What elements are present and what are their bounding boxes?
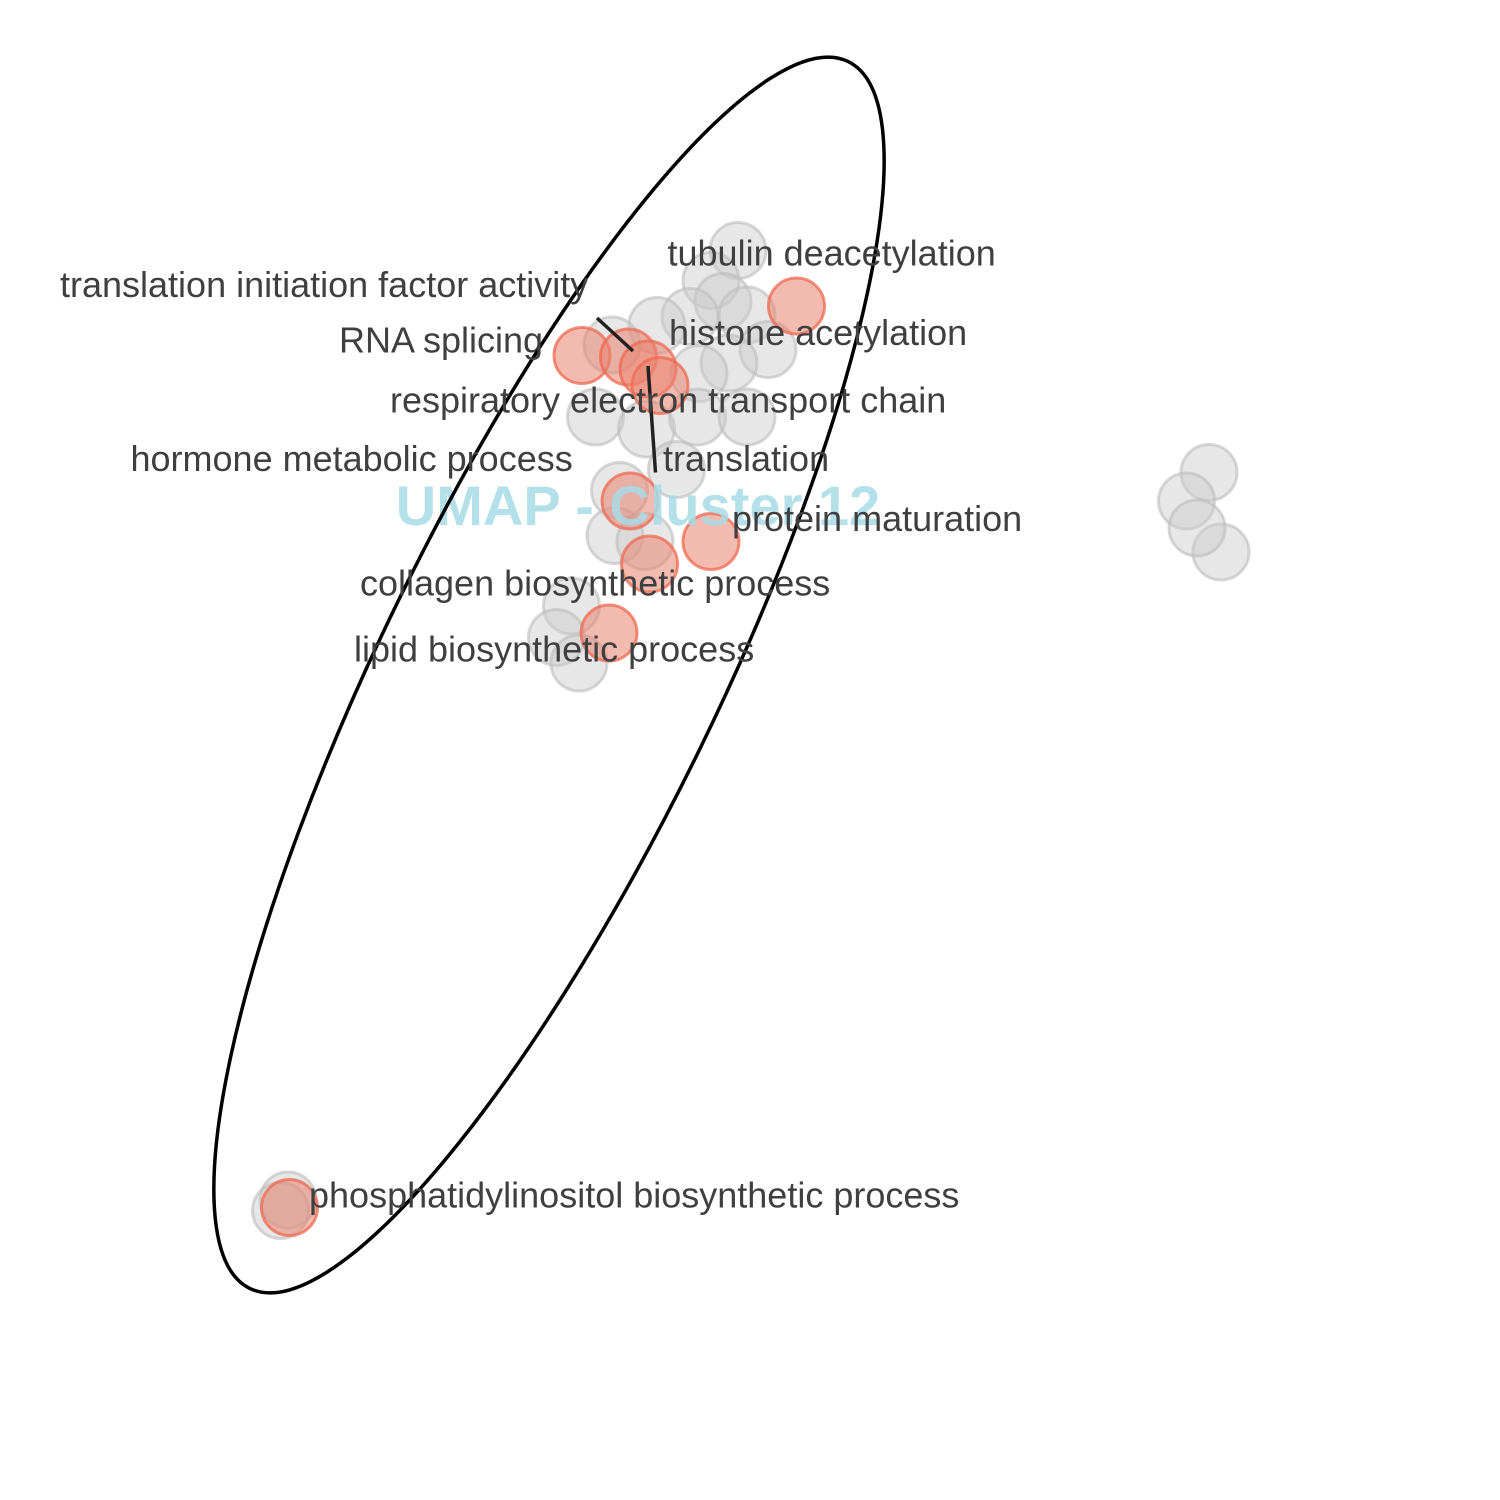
term-label-3: histone acetylation <box>669 312 967 353</box>
leader-lines <box>595 316 658 473</box>
highlighted-point-5 <box>600 471 660 531</box>
cluster-ellipse <box>212 55 886 1295</box>
background-point-10 <box>566 387 625 447</box>
background-point-23 <box>1191 522 1251 582</box>
cluster-ellipse-group <box>212 55 886 1295</box>
background-points <box>251 221 1251 1240</box>
highlighted-point-4 <box>630 356 690 415</box>
term-label-4: respiratory electron transport chain <box>390 380 946 421</box>
term-label-6: translation <box>663 438 829 479</box>
term-label-7: protein maturation <box>732 498 1022 539</box>
term-label-0: tubulin deacetylation <box>668 233 996 274</box>
highlighted-point-8 <box>579 603 639 663</box>
term-label-8: collagen biosynthetic process <box>360 563 830 604</box>
leader-line-0 <box>595 316 635 353</box>
highlighted-point-9 <box>260 1178 319 1237</box>
highlighted-points <box>260 276 826 1237</box>
term-label-1: translation initiation factor activity <box>60 264 588 305</box>
term-label-9: lipid biosynthetic process <box>354 629 754 670</box>
cluster-title: UMAP - Cluster 12 <box>396 474 880 537</box>
background-point-24 <box>1167 498 1227 558</box>
highlighted-point-0 <box>767 276 826 336</box>
term-label-10: phosphatidylinositol biosynthetic proces… <box>309 1175 959 1216</box>
background-point-5 <box>738 320 798 379</box>
term-label-2: RNA splicing <box>339 320 543 361</box>
leader-line-1 <box>646 365 658 473</box>
term-label-5: hormone metabolic process <box>131 438 573 479</box>
term-labels: tubulin deacetylation translation initiat… <box>60 233 1022 1216</box>
highlighted-point-7 <box>620 534 679 594</box>
background-point-14 <box>647 440 706 499</box>
background-point-13 <box>717 387 777 447</box>
highlighted-point-6 <box>681 512 741 571</box>
